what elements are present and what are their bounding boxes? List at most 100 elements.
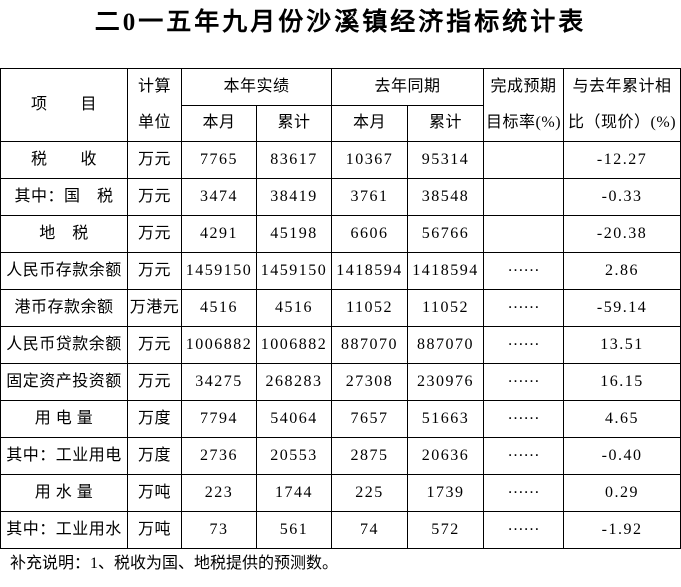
target-rate-value: …… — [483, 511, 565, 549]
current-cumulative-value: 20553 — [255, 437, 333, 475]
target-rate-value — [483, 178, 565, 216]
current-month-value: 223 — [181, 474, 257, 512]
table-row: 用 电 量 万度 7794 54064 7657 51663 …… 4.65 — [0, 400, 681, 438]
current-cumulative-value: 268283 — [255, 363, 333, 401]
row-item-label: 港币存款余额 — [0, 289, 128, 327]
row-unit: 万吨 — [127, 511, 182, 549]
yoy-change-value: 16.15 — [563, 363, 681, 401]
header-row-1: 项 目 计算 单位 本年实绩 去年同期 完成预期 目标率(%) 与去年累计相 比… — [0, 68, 681, 142]
last-year-month-value: 7657 — [331, 400, 409, 438]
current-month-value: 7794 — [181, 400, 257, 438]
row-item-label: 固定资产投资额 — [0, 363, 128, 401]
current-cumulative-value: 1459150 — [255, 252, 333, 290]
header-yoy-change-line-2: 比（现价）(%) — [568, 114, 677, 131]
yoy-change-value: 2.86 — [563, 252, 681, 290]
header-target-rate-line-2: 目标率(%) — [486, 114, 562, 131]
yoy-change-value: -20.38 — [563, 215, 681, 253]
yoy-change-value: -12.27 — [563, 141, 681, 179]
row-item-label: 其中：国 税 — [0, 178, 128, 216]
last-year-cumulative-value: 230976 — [407, 363, 485, 401]
last-year-month-value: 2875 — [331, 437, 409, 475]
current-cumulative-value: 54064 — [255, 400, 333, 438]
table-row: 人民币存款余额 万元 1459150 1459150 1418594 14185… — [0, 252, 681, 290]
current-cumulative-value: 1006882 — [255, 326, 333, 364]
table-header: 项 目 计算 单位 本年实绩 去年同期 完成预期 目标率(%) 与去年累计相 比… — [0, 68, 681, 142]
current-cumulative-value: 38419 — [255, 178, 333, 216]
current-month-value: 73 — [181, 511, 257, 549]
last-year-cumulative-value: 11052 — [407, 289, 485, 327]
last-year-cumulative-value: 95314 — [407, 141, 485, 179]
last-year-cumulative-value: 38548 — [407, 178, 485, 216]
last-year-month-value: 1418594 — [331, 252, 409, 290]
row-unit: 万吨 — [127, 474, 182, 512]
last-year-month-value: 225 — [331, 474, 409, 512]
target-rate-value: …… — [483, 400, 565, 438]
header-current-cumulative: 累计 — [255, 104, 333, 142]
table-body: 税 收 万元 7765 83617 10367 95314 -12.27 其中：… — [0, 141, 681, 549]
row-item-label: 其中：工业用水 — [0, 511, 128, 549]
current-cumulative-value: 83617 — [255, 141, 333, 179]
target-rate-value — [483, 215, 565, 253]
yoy-change-value: -1.92 — [563, 511, 681, 549]
economic-indicator-table: 项 目 计算 单位 本年实绩 去年同期 完成预期 目标率(%) 与去年累计相 比… — [0, 68, 681, 549]
row-unit: 万港元 — [127, 289, 182, 327]
row-item-label: 用 电 量 — [0, 400, 128, 438]
header-current-month: 本月 — [181, 104, 257, 142]
row-item-label: 用 水 量 — [0, 474, 128, 512]
last-year-month-value: 10367 — [331, 141, 409, 179]
table-row: 其中：工业用水 万吨 73 561 74 572 …… -1.92 — [0, 511, 681, 549]
table-row: 固定资产投资额 万元 34275 268283 27308 230976 …… … — [0, 363, 681, 401]
current-cumulative-value: 1744 — [255, 474, 333, 512]
row-unit: 万元 — [127, 326, 182, 364]
target-rate-value: …… — [483, 363, 565, 401]
row-unit: 万元 — [127, 252, 182, 290]
yoy-change-value: 4.65 — [563, 400, 681, 438]
target-rate-value — [483, 141, 565, 179]
table-row: 税 收 万元 7765 83617 10367 95314 -12.27 — [0, 141, 681, 179]
header-yoy-change-line-1: 与去年累计相 — [572, 78, 672, 95]
header-unit-line-2: 单位 — [137, 114, 171, 131]
yoy-change-value: 13.51 — [563, 326, 681, 364]
header-target-rate-line-1: 完成预期 — [490, 78, 557, 95]
last-year-cumulative-value: 572 — [407, 511, 485, 549]
document-title: 二0一五年九月份沙溪镇经济指标统计表 — [94, 9, 587, 36]
header-last-year-cumulative: 累计 — [407, 104, 485, 142]
current-month-value: 1459150 — [181, 252, 257, 290]
table-row: 人民币贷款余额 万元 1006882 1006882 887070 887070… — [0, 326, 681, 364]
current-month-value: 7765 — [181, 141, 257, 179]
last-year-month-value: 6606 — [331, 215, 409, 253]
yoy-change-value: -59.14 — [563, 289, 681, 327]
table-row: 港币存款余额 万港元 4516 4516 11052 11052 …… -59.… — [0, 289, 681, 327]
header-unit-line-1: 计算 — [137, 78, 171, 95]
header-item: 项 目 — [0, 68, 128, 142]
current-cumulative-value: 45198 — [255, 215, 333, 253]
last-year-month-value: 3761 — [331, 178, 409, 216]
last-year-cumulative-value: 1418594 — [407, 252, 485, 290]
table-row: 其中：国 税 万元 3474 38419 3761 38548 -0.33 — [0, 178, 681, 216]
last-year-month-value: 27308 — [331, 363, 409, 401]
last-year-cumulative-value: 51663 — [407, 400, 485, 438]
last-year-month-value: 74 — [331, 511, 409, 549]
current-cumulative-value: 4516 — [255, 289, 333, 327]
row-unit: 万元 — [127, 215, 182, 253]
row-unit: 万度 — [127, 437, 182, 475]
target-rate-value: …… — [483, 437, 565, 475]
yoy-change-value: 0.29 — [563, 474, 681, 512]
header-target-rate: 完成预期 目标率(%) — [483, 68, 565, 142]
table-row: 其中：工业用电 万度 2736 20553 2875 20636 …… -0.4… — [0, 437, 681, 475]
row-item-label: 人民币存款余额 — [0, 252, 128, 290]
yoy-change-value: -0.33 — [563, 178, 681, 216]
header-unit: 计算 单位 — [127, 68, 182, 142]
last-year-cumulative-value: 1739 — [407, 474, 485, 512]
header-row-2: 本月 累计 本月 累计 — [1, 104, 681, 142]
current-month-value: 3474 — [181, 178, 257, 216]
row-unit: 万元 — [127, 178, 182, 216]
target-rate-value: …… — [483, 326, 565, 364]
current-month-value: 4516 — [181, 289, 257, 327]
target-rate-value: …… — [483, 474, 565, 512]
last-year-cumulative-value: 20636 — [407, 437, 485, 475]
last-year-cumulative-value: 56766 — [407, 215, 485, 253]
table-row: 用 水 量 万吨 223 1744 225 1739 …… 0.29 — [0, 474, 681, 512]
table-row: 地 税 万元 4291 45198 6606 56766 -20.38 — [0, 215, 681, 253]
